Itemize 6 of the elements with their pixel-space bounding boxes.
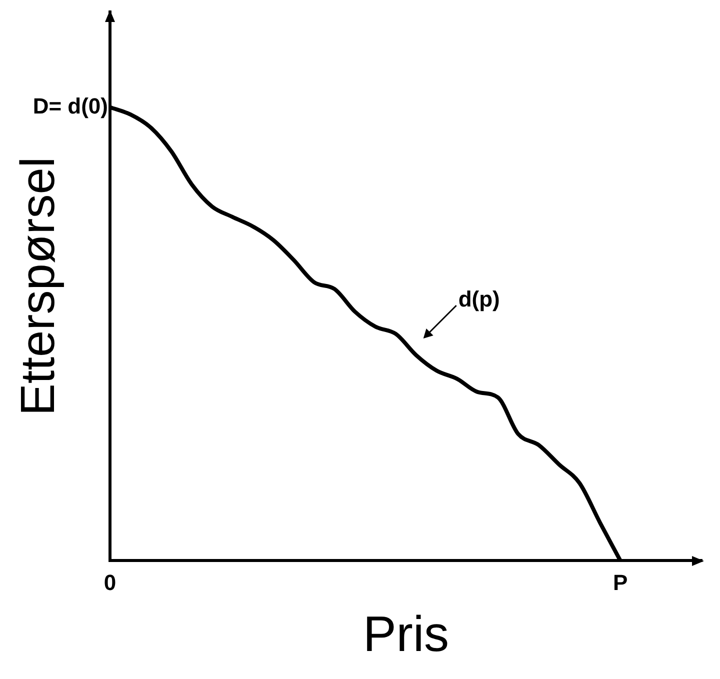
x-tick-label: P: [613, 570, 628, 595]
x-tick-label: 0: [104, 570, 116, 595]
y-axis-title: Etterspørsel: [12, 156, 66, 416]
annotation: d(p): [458, 286, 500, 312]
annotation: D= d(0): [32, 93, 108, 118]
x-axis-title: Pris: [362, 606, 450, 662]
